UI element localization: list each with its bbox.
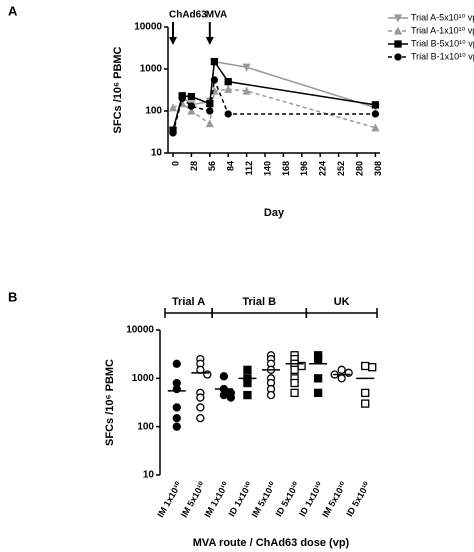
group-label: Trial A bbox=[172, 296, 205, 308]
y-tick-label: 1000 bbox=[140, 64, 163, 75]
marker bbox=[196, 393, 205, 402]
marker bbox=[187, 102, 196, 110]
y-tick-label: 10 bbox=[143, 470, 155, 481]
marker bbox=[203, 370, 212, 379]
marker bbox=[242, 63, 251, 72]
x-tick-label: 56 bbox=[207, 161, 217, 171]
marker bbox=[371, 110, 380, 118]
marker bbox=[172, 414, 181, 423]
x-tick-label: 84 bbox=[226, 161, 236, 171]
marker bbox=[337, 365, 346, 374]
panel-label: A bbox=[8, 3, 18, 18]
marker bbox=[313, 374, 323, 383]
marker bbox=[205, 119, 214, 128]
marker bbox=[224, 77, 232, 86]
x-tick-label: 0 bbox=[170, 161, 180, 166]
legend-label: Trial A-1x10¹⁰ vp bbox=[411, 25, 474, 35]
marker bbox=[219, 390, 229, 400]
marker bbox=[243, 365, 252, 374]
marker bbox=[187, 106, 196, 115]
marker bbox=[371, 101, 380, 109]
marker bbox=[393, 14, 403, 23]
panel-label: B bbox=[8, 289, 17, 304]
x-tick-label: 196 bbox=[299, 161, 309, 176]
marker bbox=[178, 94, 186, 103]
marker bbox=[371, 123, 380, 132]
marker bbox=[313, 388, 323, 398]
marker bbox=[210, 76, 219, 84]
marker bbox=[361, 361, 370, 371]
marker bbox=[187, 92, 196, 101]
annotation: MVA bbox=[206, 10, 227, 21]
x-axis-title: MVA route / ChAd63 dose (vp) bbox=[193, 537, 350, 549]
x-tick-label: 28 bbox=[189, 161, 199, 171]
y-tick-label: 1000 bbox=[132, 373, 155, 384]
marker bbox=[242, 86, 251, 95]
x-tick-label: ID 5x10¹⁰ bbox=[344, 480, 372, 518]
group-label: UK bbox=[334, 296, 350, 308]
y-axis-title: SFCs /10⁶ PBMC bbox=[104, 359, 116, 446]
marker bbox=[210, 57, 219, 66]
marker bbox=[290, 388, 299, 398]
marker bbox=[226, 393, 236, 402]
annotation: ChAd63 bbox=[169, 10, 207, 21]
x-tick-label: 112 bbox=[244, 161, 254, 176]
marker bbox=[337, 374, 346, 383]
x-tick-label: 280 bbox=[354, 161, 364, 176]
marker bbox=[196, 403, 205, 412]
marker bbox=[219, 372, 229, 381]
x-tick-label: 252 bbox=[336, 161, 346, 176]
marker bbox=[394, 53, 402, 61]
y-tick-label: 100 bbox=[137, 421, 154, 432]
y-axis-title: SFCs /10⁶ PBMC bbox=[112, 46, 124, 133]
marker bbox=[243, 390, 252, 400]
x-tick-label: 140 bbox=[262, 161, 272, 176]
group-label: Trial B bbox=[242, 296, 276, 308]
marker bbox=[290, 378, 299, 388]
marker bbox=[368, 363, 377, 372]
series-line bbox=[172, 88, 376, 129]
marker bbox=[243, 378, 252, 388]
y-tick-label: 10 bbox=[151, 148, 163, 159]
marker bbox=[313, 354, 323, 364]
marker bbox=[266, 390, 276, 400]
legend-label: Trial A-5x10¹⁰ vp bbox=[411, 12, 474, 22]
marker bbox=[393, 26, 403, 35]
x-tick-label: 224 bbox=[318, 161, 328, 176]
marker bbox=[172, 422, 181, 431]
marker bbox=[361, 388, 370, 398]
marker bbox=[394, 40, 402, 48]
marker bbox=[290, 365, 299, 374]
y-tick-label: 100 bbox=[145, 106, 162, 117]
marker bbox=[224, 110, 232, 118]
marker bbox=[169, 129, 177, 137]
marker bbox=[344, 368, 353, 377]
marker bbox=[206, 107, 214, 115]
x-tick-label: 168 bbox=[281, 161, 291, 176]
marker bbox=[206, 99, 214, 108]
marker bbox=[168, 103, 178, 112]
series-line bbox=[172, 77, 376, 134]
annotation-arrowhead bbox=[205, 37, 214, 45]
y-tick-label: 10000 bbox=[126, 325, 154, 336]
legend-label: Trial B-1x10¹⁰ vp bbox=[411, 51, 474, 61]
marker bbox=[196, 414, 205, 423]
marker bbox=[224, 84, 233, 93]
x-tick-label: 308 bbox=[373, 161, 383, 176]
marker bbox=[172, 403, 181, 412]
x-axis-title: Day bbox=[264, 207, 285, 219]
annotation-arrowhead bbox=[169, 37, 177, 45]
legend-label: Trial B-5x10¹⁰ vp bbox=[411, 38, 474, 48]
marker bbox=[172, 359, 181, 368]
marker bbox=[361, 399, 370, 408]
y-tick-label: 10000 bbox=[134, 22, 162, 33]
